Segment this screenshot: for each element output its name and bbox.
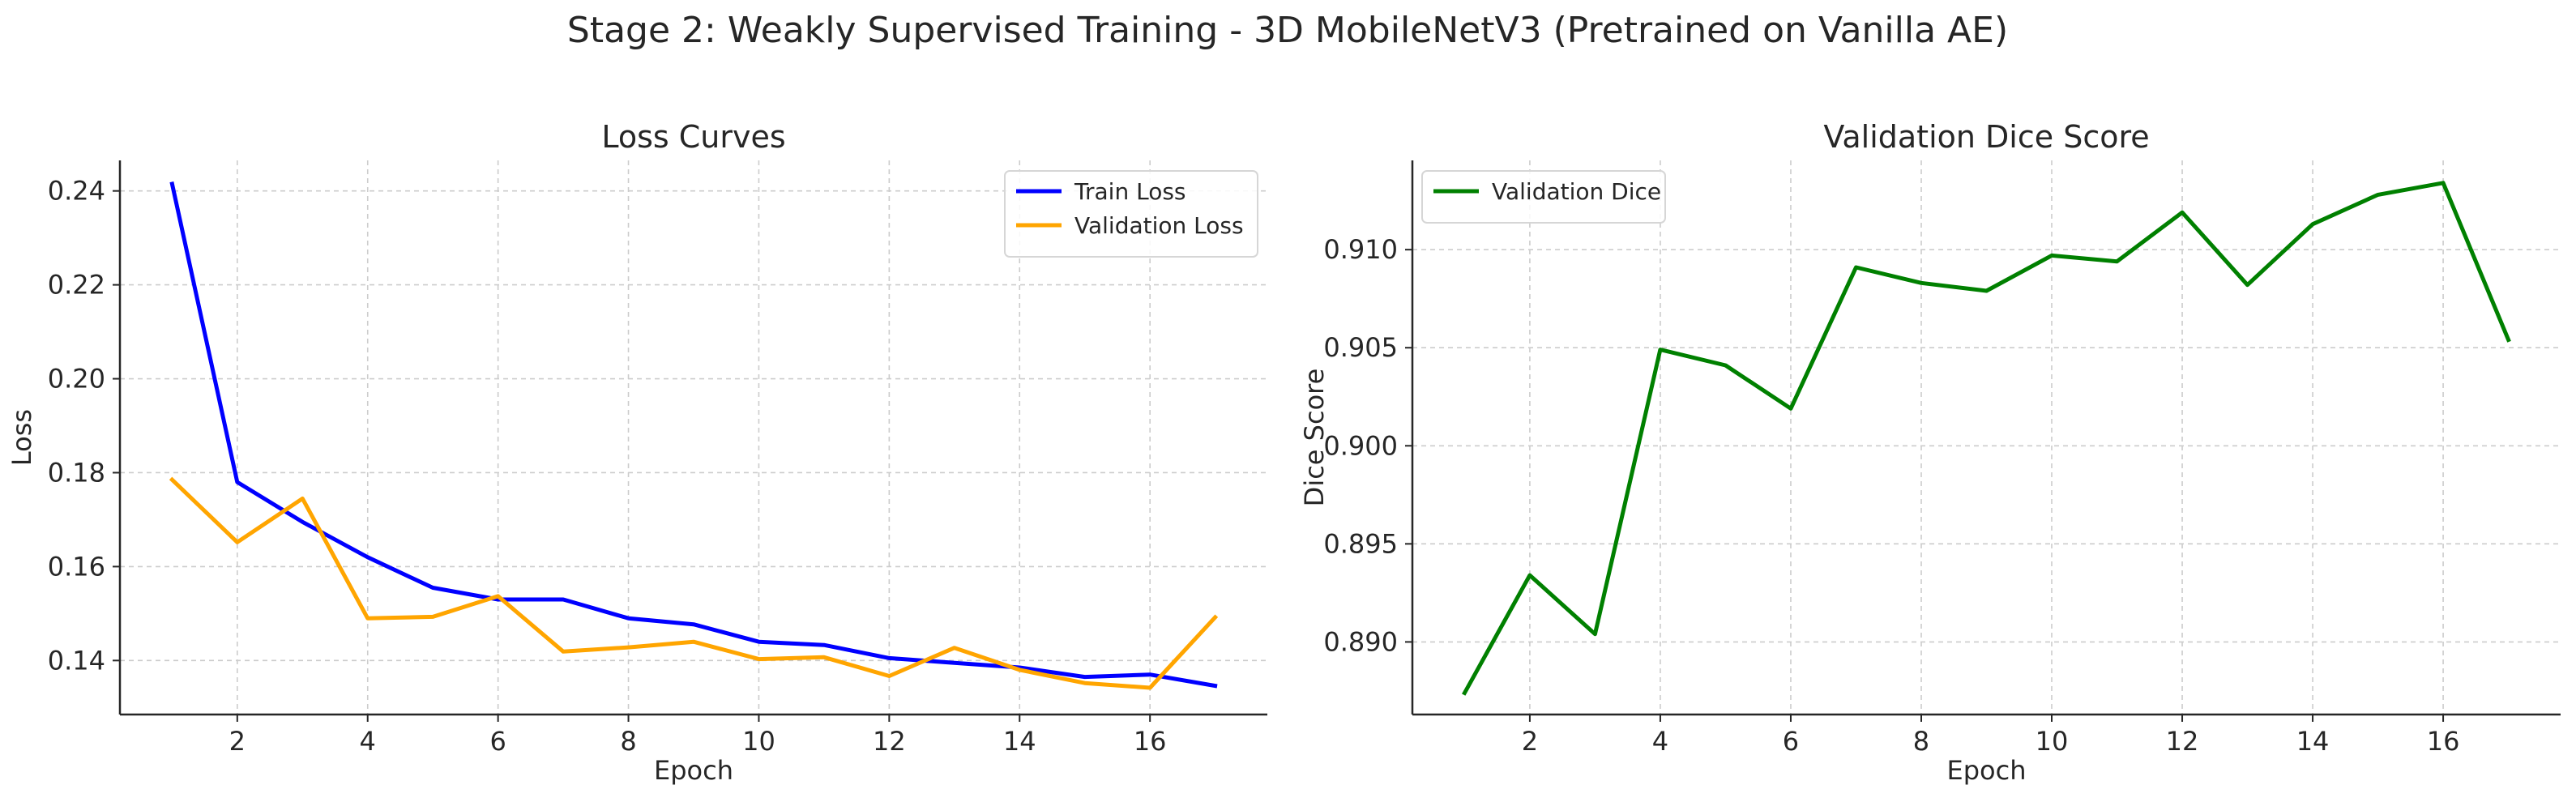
x-tick-label: 8 — [1913, 726, 1929, 757]
x-tick-label: 10 — [742, 726, 775, 757]
x-tick-label: 6 — [1783, 726, 1799, 757]
chart-title: Validation Dice Score — [1823, 119, 2149, 155]
y-tick-label: 0.20 — [48, 364, 105, 395]
loss-curves-panel: 2 4 6 8 10 12 14 16 0.14 0.16 0.18 0.20 0.22 0.24 Loss… — [6, 119, 1267, 786]
validation-loss-line — [169, 476, 1219, 690]
x-tick-label: 12 — [873, 726, 906, 757]
y-axis-label: Dice Score — [1299, 369, 1330, 507]
figure-title: Stage 2: Weakly Supervised Training - 3D… — [567, 10, 2008, 51]
y-tick-label: 0.22 — [48, 270, 105, 301]
x-tick-label: 10 — [2036, 726, 2069, 757]
x-tick-label: 4 — [360, 726, 376, 757]
x-tick-label: 8 — [620, 726, 636, 757]
y-tick-label: 0.910 — [1323, 234, 1398, 265]
chart-title: Loss Curves — [601, 119, 785, 155]
x-tick-label: 2 — [229, 726, 246, 757]
y-tick-label: 0.14 — [48, 645, 105, 676]
x-axis-label: Epoch — [1947, 755, 2027, 786]
x-tick-label: 2 — [1522, 726, 1538, 757]
y-tick-label: 0.16 — [48, 551, 105, 582]
x-tick-label: 16 — [2427, 726, 2460, 757]
x-tick-label: 6 — [489, 726, 506, 757]
y-tick-label: 0.905 — [1323, 332, 1398, 363]
train-loss-line — [169, 181, 1218, 689]
legend-box — [1421, 170, 1666, 224]
validation-dice-line — [1462, 181, 2511, 696]
x-tick-label: 12 — [2166, 726, 2199, 757]
x-tick-label: 14 — [1003, 726, 1036, 757]
x-axis-label: Epoch — [654, 755, 733, 786]
dice-score-panel: 2 4 6 8 10 12 14 16 0.890 0.895 0.900 0.905 0.910 Val… — [1299, 119, 2561, 786]
legend-label-train-loss: Train Loss — [1074, 178, 1186, 205]
y-tick-label: 0.900 — [1323, 430, 1398, 461]
y-tick-label: 0.895 — [1323, 528, 1398, 559]
legend-label-validation-loss: Validation Loss — [1074, 212, 1244, 239]
y-tick-label: 0.890 — [1323, 626, 1398, 657]
y-axis-label: Loss — [6, 409, 37, 466]
x-tick-label: 4 — [1652, 726, 1668, 757]
legend-label-validation-dice: Validation Dice — [1492, 178, 1661, 205]
x-tick-label: 16 — [1134, 726, 1167, 757]
legend-box — [1004, 170, 1258, 258]
y-tick-label: 0.18 — [48, 457, 105, 488]
y-tick-label: 0.24 — [48, 176, 105, 207]
x-tick-label: 14 — [2296, 726, 2330, 757]
